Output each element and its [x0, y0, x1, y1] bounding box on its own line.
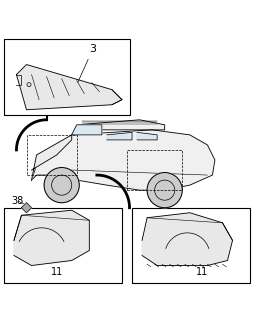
Circle shape	[147, 172, 182, 208]
Text: 38: 38	[11, 196, 24, 206]
Polygon shape	[72, 125, 102, 135]
Polygon shape	[142, 213, 232, 266]
Circle shape	[44, 168, 79, 203]
Polygon shape	[72, 120, 165, 135]
Polygon shape	[137, 132, 157, 140]
Text: 3: 3	[78, 44, 96, 82]
Polygon shape	[31, 130, 215, 190]
Polygon shape	[107, 132, 132, 140]
Text: 11: 11	[196, 267, 209, 277]
Polygon shape	[22, 203, 31, 213]
Polygon shape	[14, 210, 89, 266]
FancyBboxPatch shape	[4, 39, 130, 115]
FancyBboxPatch shape	[132, 208, 250, 283]
Text: 11: 11	[51, 267, 63, 277]
Polygon shape	[31, 135, 72, 180]
FancyBboxPatch shape	[4, 208, 122, 283]
Polygon shape	[17, 65, 122, 110]
